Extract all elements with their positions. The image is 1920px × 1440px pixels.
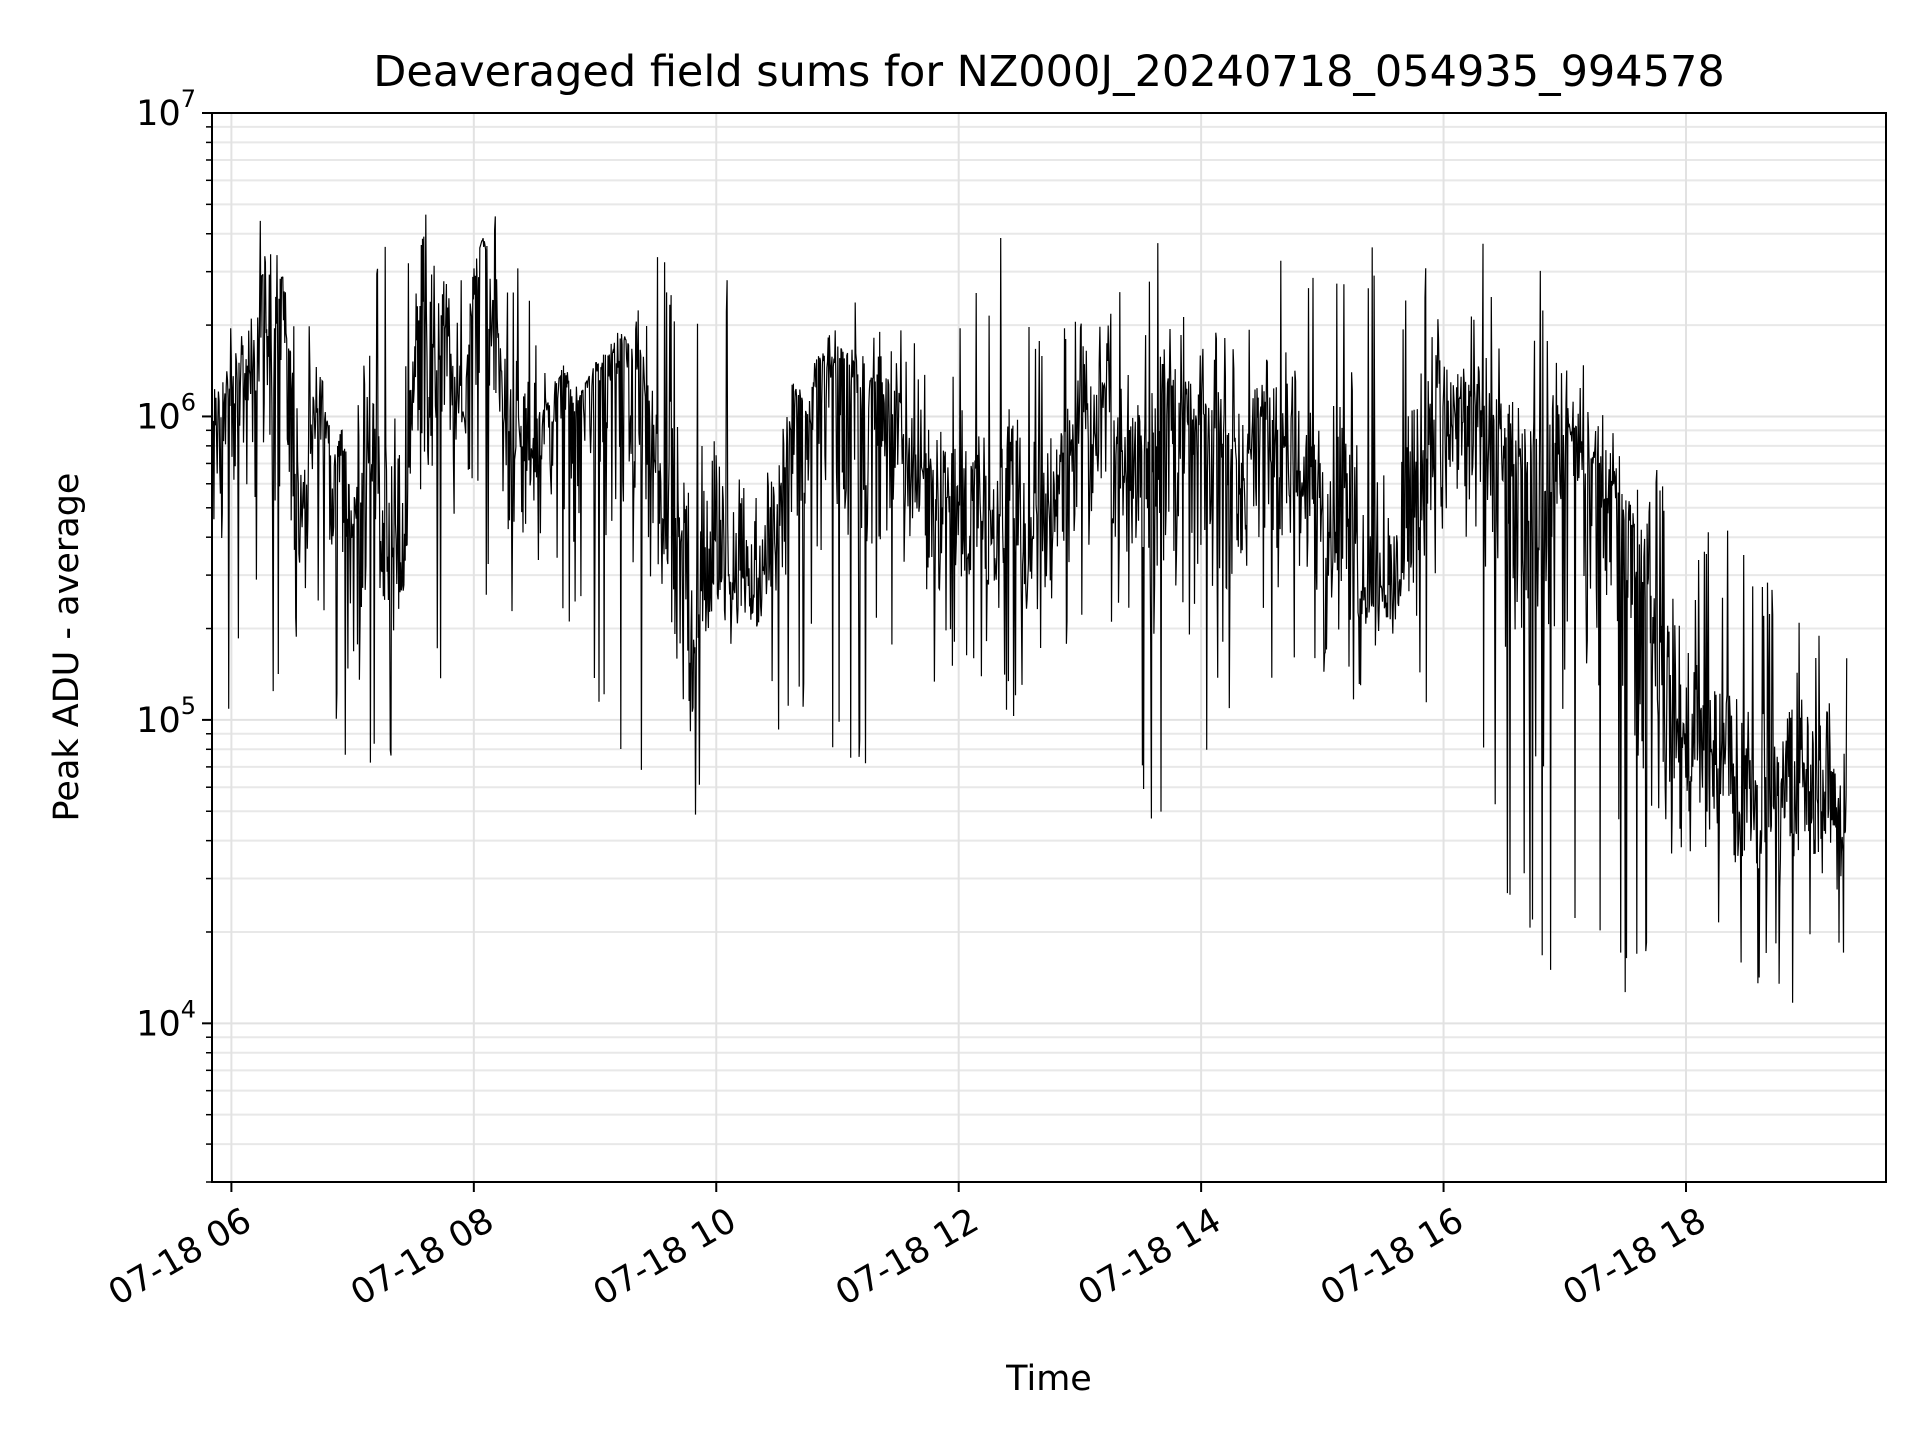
series-line — [211, 214, 1848, 1003]
grid — [212, 112, 1886, 1183]
series-layer — [211, 214, 1848, 1003]
plot-frame — [211, 112, 1887, 1183]
x-tick-label: 07-18 18 — [1557, 1201, 1713, 1314]
chart-title: Deaveraged field sums for NZ000J_2024071… — [373, 47, 1724, 97]
x-tick-label: 07-18 06 — [102, 1201, 258, 1314]
x-axis: 07-18 06 07-18 08 07-18 10 07-18 12 07-18 14… — [102, 1182, 1713, 1314]
y-axis-label: Peak ADU - average — [47, 473, 87, 822]
y-axis: 104 105 106 107 — [136, 85, 212, 1183]
x-tick-label: 07-18 16 — [1314, 1201, 1470, 1314]
x-tick-label: 07-18 08 — [344, 1201, 500, 1314]
x-tick-label: 07-18 14 — [1072, 1201, 1228, 1314]
x-tick-label: 07-18 10 — [587, 1201, 743, 1314]
y-tick-label: 105 — [136, 692, 196, 741]
y-tick-label: 104 — [136, 995, 196, 1044]
y-tick-label: 107 — [136, 85, 196, 134]
y-tick-label: 106 — [136, 388, 196, 437]
x-axis-label: Time — [1005, 1359, 1092, 1399]
x-tick-label: 07-18 12 — [829, 1201, 985, 1314]
